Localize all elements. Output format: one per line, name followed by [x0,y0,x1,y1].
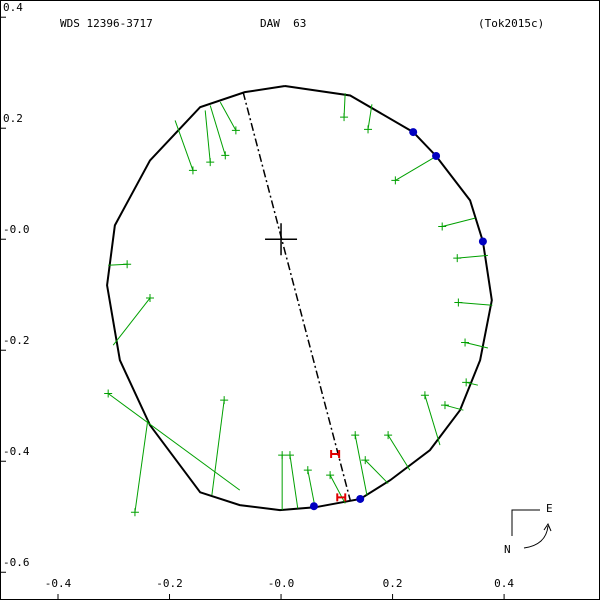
y-tick-label: -0.4 [3,445,30,458]
observation [438,222,447,231]
observation [364,125,373,134]
observation [462,378,471,387]
residual [174,120,194,171]
compass-north: N [504,543,511,556]
primary-star [265,223,298,256]
residual [107,393,241,491]
observation [206,158,215,167]
y-tick-label: -0.2 [3,334,30,347]
compass: E N [504,502,553,556]
residual [112,297,151,346]
speckle-point [336,493,347,502]
residual [364,459,389,484]
node-line [242,91,351,501]
observation [351,431,360,440]
residual [219,101,237,131]
observation [303,466,312,475]
x-tick-label: -0.2 [156,577,183,590]
observation [278,451,287,460]
reference: (Tok2015c) [478,17,544,30]
observation [453,254,462,263]
residual [464,341,489,349]
residual [211,400,225,496]
y-tick-label: 0.2 [3,112,23,125]
chart-title: WDS 12396-3717 [60,17,153,30]
compass-axes [511,509,540,536]
observation [440,401,449,410]
ephemeris-point [478,237,487,246]
x-tick-label: -0.4 [45,577,72,590]
residual [457,254,488,259]
observation [454,298,463,307]
x-tick-label: -0.0 [268,577,295,590]
residual [458,301,493,306]
residual [367,104,373,130]
residual [134,420,149,513]
observation [231,126,240,135]
chart-subtitle: DAW 63 [260,17,306,30]
observation [391,176,400,185]
ephemeris-point [409,128,418,137]
residual [424,395,441,446]
y-tick-label: -0.6 [3,556,30,569]
residual [387,434,411,471]
ephemeris-point [356,494,365,503]
speckle-point [330,450,341,459]
residual [329,474,346,504]
residual [307,470,316,508]
ephemeris-point [432,151,441,160]
observation [188,166,197,175]
observation [285,451,294,460]
observation [340,113,349,122]
observation [130,508,139,517]
observation [384,431,393,440]
ephemeris-point [309,502,318,511]
residual [354,435,368,496]
residual [442,217,476,227]
y-tick-label: 0.4 [3,1,23,14]
residual [209,105,226,156]
compass-arrow [523,525,549,549]
observation [420,391,429,400]
observation [146,294,154,303]
observation [326,471,335,480]
residual [204,110,211,163]
observation [461,338,470,347]
observation [361,456,370,465]
x-tick-label: 0.2 [383,577,403,590]
x-tick-label: 0.4 [494,577,514,590]
y-tick-label: -0.0 [3,223,30,236]
observation [220,396,229,405]
residual [289,455,299,509]
orbit [106,85,493,512]
residual [395,156,436,181]
observation [123,260,132,269]
compass-arrowhead [543,522,552,532]
residual [444,404,464,411]
compass-east: E [546,502,553,515]
observation [104,389,113,398]
observation [221,151,230,160]
